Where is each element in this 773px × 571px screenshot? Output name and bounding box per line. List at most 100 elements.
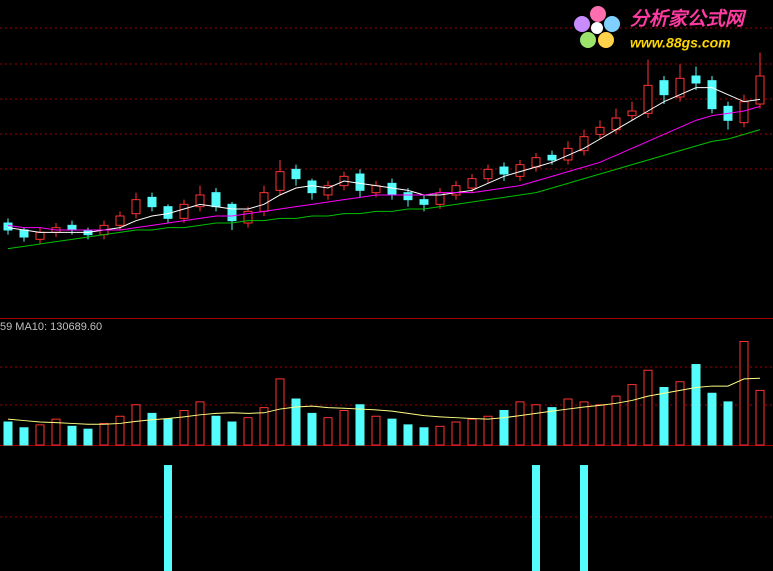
volume-bar: [707, 392, 717, 446]
volume-bar: [35, 424, 45, 446]
candle-body: [355, 173, 365, 191]
volume-bar: [259, 407, 269, 446]
candle-body: [643, 84, 653, 114]
candle-body: [307, 180, 317, 194]
volume-bar: [115, 415, 125, 446]
candle-body: [627, 110, 637, 117]
candle-body: [467, 178, 477, 189]
candle-body: [147, 196, 157, 208]
volume-bar: [659, 387, 669, 446]
volume-bar: [307, 412, 317, 446]
volume-bar: [131, 404, 141, 446]
candle-body: [259, 192, 269, 212]
candle-body: [451, 185, 461, 196]
logo-petal: [604, 16, 620, 32]
ma-line: [7, 105, 761, 231]
candle-body: [115, 215, 125, 226]
volume-bar: [643, 369, 653, 446]
candle-body: [755, 75, 765, 105]
volume-bar: [579, 401, 589, 446]
volume-bar: [611, 395, 621, 446]
signal-bar: [532, 465, 540, 571]
volume-bar: [339, 410, 349, 446]
volume-bar: [163, 418, 173, 446]
candle-body: [35, 231, 45, 240]
logo-petal: [580, 32, 596, 48]
volume-bar: [627, 384, 637, 446]
volume-bar: [355, 404, 365, 446]
candle-body: [67, 224, 77, 231]
volume-bar: [739, 341, 749, 446]
volume-bar: [19, 427, 29, 446]
volume-bar: [419, 427, 429, 446]
volume-bar: [691, 364, 701, 446]
candle-body: [291, 168, 301, 180]
volume-bar: [51, 418, 61, 446]
ma-line: [7, 87, 761, 233]
volume-legend: 59 MA10: 130689.60: [0, 321, 102, 333]
logo-petal: [598, 32, 614, 48]
volume-bar: [371, 415, 381, 446]
volume-bar: [195, 401, 205, 446]
logo-petal: [590, 6, 606, 22]
logo-title: 分析家公式网: [630, 8, 747, 30]
volume-bar: [67, 425, 77, 446]
candle-body: [3, 222, 13, 231]
volume-bar: [435, 425, 445, 446]
volume-bar: [275, 378, 285, 446]
volume-bar: [451, 421, 461, 446]
volume-bar: [723, 401, 733, 446]
volume-bar: [499, 410, 509, 446]
signal-bar: [164, 465, 172, 571]
candle-body: [275, 171, 285, 191]
volume-bar: [323, 417, 333, 446]
volume-bar: [211, 415, 221, 446]
logo-url: www.88gs.com: [630, 35, 731, 51]
candle-body: [19, 229, 29, 238]
volume-bar: [563, 398, 573, 446]
volume-bar: [179, 410, 189, 446]
candle-body: [707, 80, 717, 110]
candle-body: [499, 166, 509, 175]
candle-body: [179, 203, 189, 219]
candle-body: [563, 147, 573, 161]
candle-body: [419, 199, 429, 205]
volume-bar: [147, 412, 157, 446]
volume-bar: [547, 407, 557, 446]
candle-body: [323, 185, 333, 196]
volume-bar: [83, 428, 93, 446]
candle-body: [483, 168, 493, 180]
logo: 分析家公式网 www.88gs.com: [574, 6, 747, 51]
candle-body: [243, 210, 253, 224]
volume-bar: [243, 417, 253, 446]
volume-ma-line: [7, 377, 761, 425]
candle-body: [195, 194, 205, 208]
candle-body: [739, 101, 749, 124]
candle-body: [131, 199, 141, 215]
volume-bar: [515, 401, 525, 446]
volume-bar: [403, 424, 413, 446]
logo-petal: [574, 16, 590, 32]
volume-bar: [467, 418, 477, 446]
candle-body: [675, 77, 685, 98]
candle-body: [579, 136, 589, 152]
volume-bar: [99, 422, 109, 446]
candle-body: [531, 157, 541, 168]
candle-body: [659, 80, 669, 96]
candle-body: [403, 192, 413, 201]
volume-bar: [291, 398, 301, 446]
candle-body: [547, 154, 557, 161]
candle-body: [211, 192, 221, 208]
volume-bar: [483, 415, 493, 446]
signal-bar: [580, 465, 588, 571]
volume-bar: [3, 421, 13, 446]
volume-bar: [387, 418, 397, 446]
volume-bar: [755, 389, 765, 446]
volume-bar: [531, 404, 541, 446]
candle-body: [691, 75, 701, 84]
volume-bar: [595, 404, 605, 446]
candle-body: [371, 185, 381, 194]
candle-body: [595, 126, 605, 135]
